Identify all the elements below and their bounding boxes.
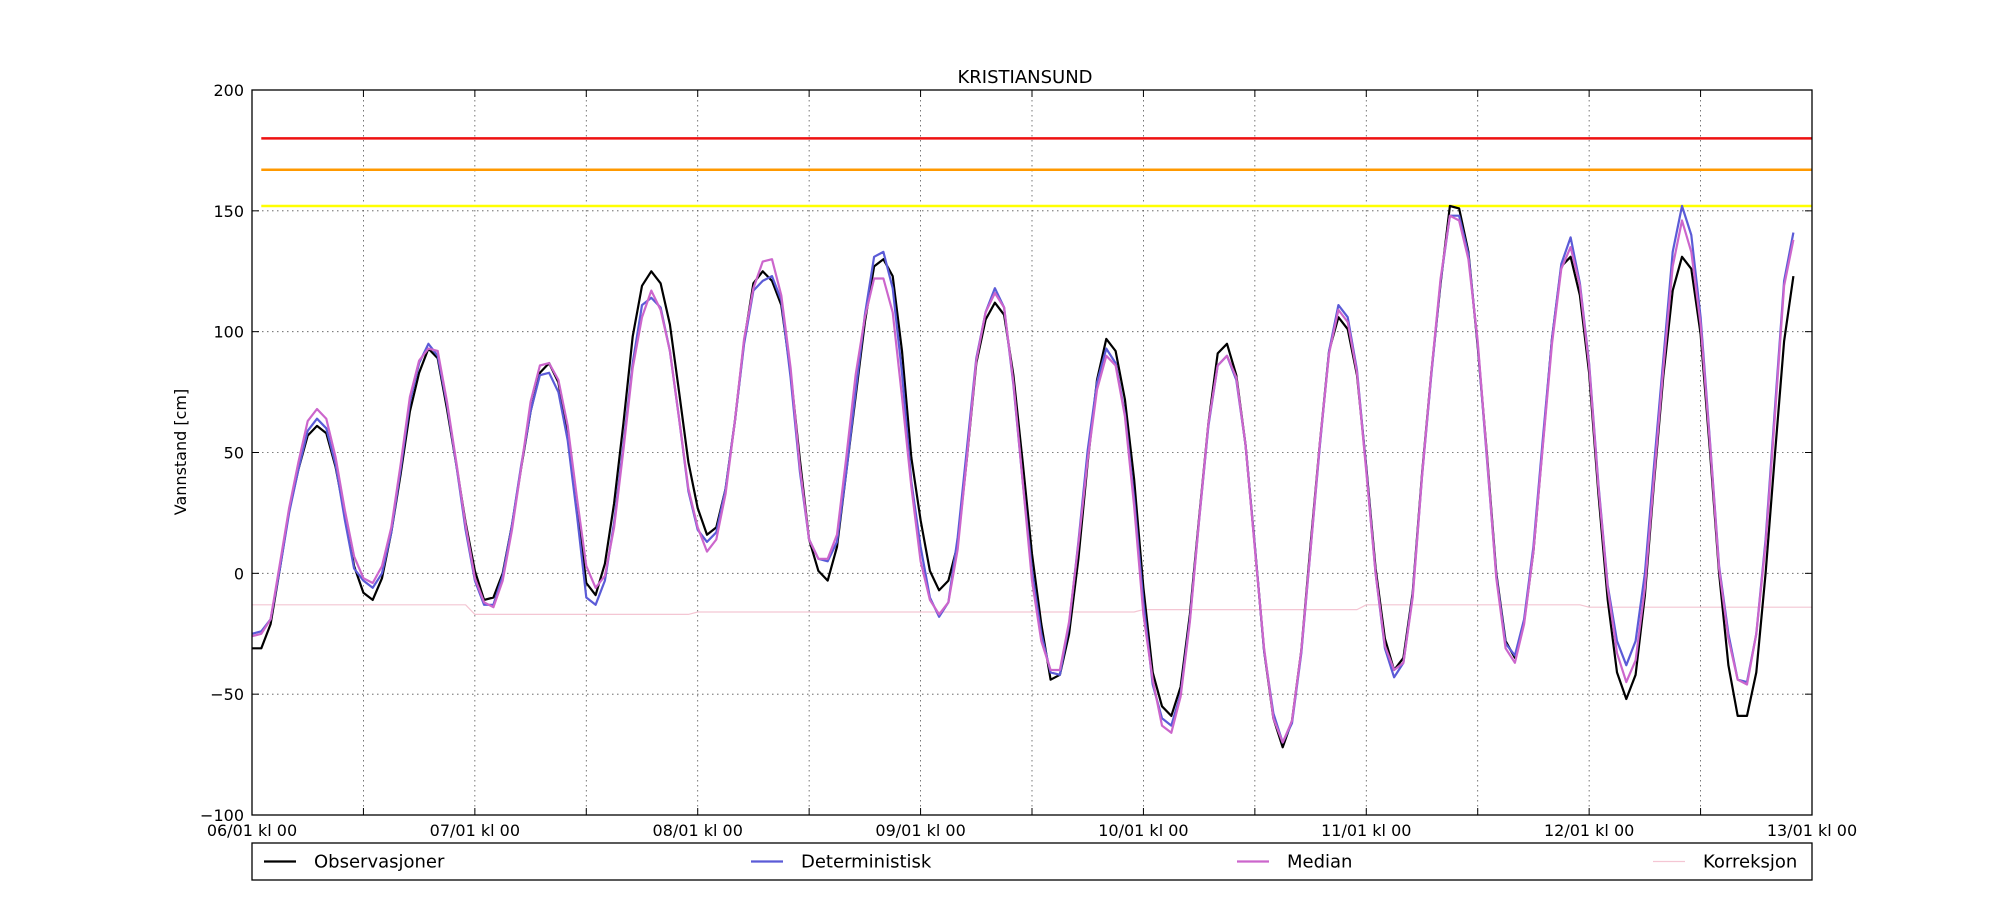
x-tick-label: 08/01 kl 00 xyxy=(653,821,743,840)
legend-label: Korreksjon xyxy=(1703,852,1797,873)
y-tick-label: 50 xyxy=(224,444,244,463)
y-tick-label: −50 xyxy=(210,685,244,704)
legend: Observasjoner Deterministisk Median Korreks… xyxy=(251,842,1813,881)
legend-label: Median xyxy=(1287,852,1352,873)
legend-label: Observasjoner xyxy=(314,852,445,873)
legend-frame xyxy=(251,842,1813,881)
x-tick-label: 11/01 kl 00 xyxy=(1321,821,1411,840)
series-line-median xyxy=(251,214,1795,744)
axis-ticks: 06/01 kl 00 07/01 kl 00 08/01 kl 00 09/01 k… xyxy=(200,81,1857,840)
y-tick-label: 200 xyxy=(213,81,244,100)
threshold-lines xyxy=(261,137,1812,208)
y-axis-label: Vannstand [cm] xyxy=(171,389,190,515)
series-line-korreksjon xyxy=(252,604,1812,616)
x-tick-label: 06/01 kl 00 xyxy=(207,821,297,840)
y-tick-label: 150 xyxy=(213,202,244,221)
x-tick-label: 12/01 kl 00 xyxy=(1544,821,1634,840)
legend-label: Deterministisk xyxy=(801,852,932,873)
grid xyxy=(252,90,1812,815)
y-tick-label: 0 xyxy=(234,564,244,583)
x-tick-label: 07/01 kl 00 xyxy=(430,821,520,840)
y-tick-label: −100 xyxy=(200,806,244,825)
y-tick-label: 100 xyxy=(213,323,244,342)
x-tick-label: 09/01 kl 00 xyxy=(875,821,965,840)
series-lines xyxy=(251,204,1812,749)
chart-title: KRISTIANSUND xyxy=(957,67,1092,88)
x-tick-label: 10/01 kl 00 xyxy=(1098,821,1188,840)
x-tick-label: 13/01 kl 00 xyxy=(1767,821,1857,840)
